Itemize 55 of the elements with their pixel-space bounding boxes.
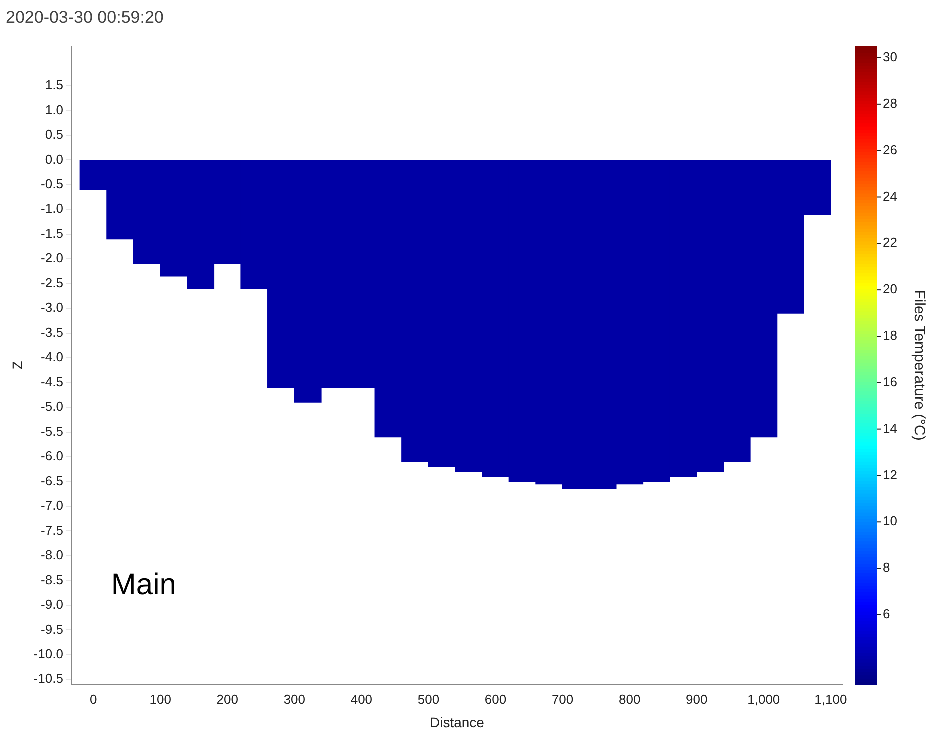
- color-bar-label: 12: [883, 467, 898, 482]
- color-bar-title: Files Temperature (°C): [910, 290, 928, 441]
- color-bar-label: 30: [883, 50, 898, 65]
- y-tick-label: -3.5: [41, 324, 64, 340]
- x-tick-label: 100: [150, 692, 172, 707]
- y-tick-label: -2.5: [41, 275, 64, 290]
- y-tick-label: -7.0: [41, 498, 64, 514]
- y-tick-label: -9.5: [41, 622, 64, 637]
- x-tick-label: 800: [618, 692, 641, 707]
- chart-title: 2020-03-30 00:59:20: [6, 8, 164, 27]
- y-tick-label: -5.5: [41, 424, 64, 439]
- annotation: Main: [111, 568, 176, 602]
- color-bar-label: 8: [883, 560, 890, 576]
- color-bar-label: 22: [883, 235, 898, 250]
- x-tick-label: 600: [484, 692, 507, 707]
- x-tick-label: 1,100: [814, 692, 848, 707]
- y-tick-label: 1.5: [45, 78, 64, 93]
- x-tick-label: 0: [90, 692, 98, 707]
- y-axis-title: Z: [9, 360, 26, 370]
- y-tick-label: -10.5: [34, 671, 64, 686]
- x-tick-label: 500: [418, 692, 440, 707]
- color-bar-label: 10: [883, 514, 898, 529]
- y-tick-label: -8.0: [41, 548, 64, 563]
- y-tick-label: -1.0: [41, 201, 64, 216]
- color-bar-label: 16: [883, 374, 898, 390]
- x-tick-label: 400: [350, 692, 373, 707]
- color-bar-label: 26: [883, 142, 898, 158]
- x-axis-title: Distance: [430, 714, 485, 730]
- color-bar-label: 14: [883, 420, 898, 436]
- x-tick-label: 900: [686, 692, 708, 707]
- y-tick-label: 1.0: [45, 102, 64, 118]
- y-tick-label: -1.5: [41, 226, 64, 241]
- y-tick-label: -9.0: [41, 597, 64, 612]
- y-tick-label: -7.5: [41, 522, 64, 538]
- y-tick-label: -3.0: [41, 300, 64, 316]
- y-tick-label: -4.0: [41, 350, 64, 365]
- y-tick-label: -6.5: [41, 473, 64, 488]
- y-tick-label: -6.0: [41, 448, 64, 464]
- color-bar-label: 28: [883, 96, 898, 111]
- color-bar-label: 20: [883, 282, 898, 297]
- color-bar-label: 24: [883, 188, 898, 204]
- y-tick-label: -8.5: [41, 572, 64, 588]
- y-tick-label: 0.0: [45, 152, 64, 167]
- y-tick-label: -10.0: [34, 646, 64, 662]
- y-tick-label: -5.0: [41, 399, 64, 414]
- y-tick-label: 0.5: [45, 127, 64, 142]
- x-tick-label: 200: [216, 692, 238, 707]
- x-tick-label: 300: [284, 692, 306, 707]
- x-tick-label: 1,000: [748, 692, 780, 707]
- color-bar-label: 6: [883, 606, 890, 622]
- color-bar-label: 18: [883, 328, 898, 344]
- y-tick-label: -2.0: [41, 250, 64, 266]
- y-tick-label: -4.5: [41, 374, 64, 390]
- y-tick-label: -0.5: [41, 176, 64, 192]
- x-tick-label: 700: [552, 692, 574, 707]
